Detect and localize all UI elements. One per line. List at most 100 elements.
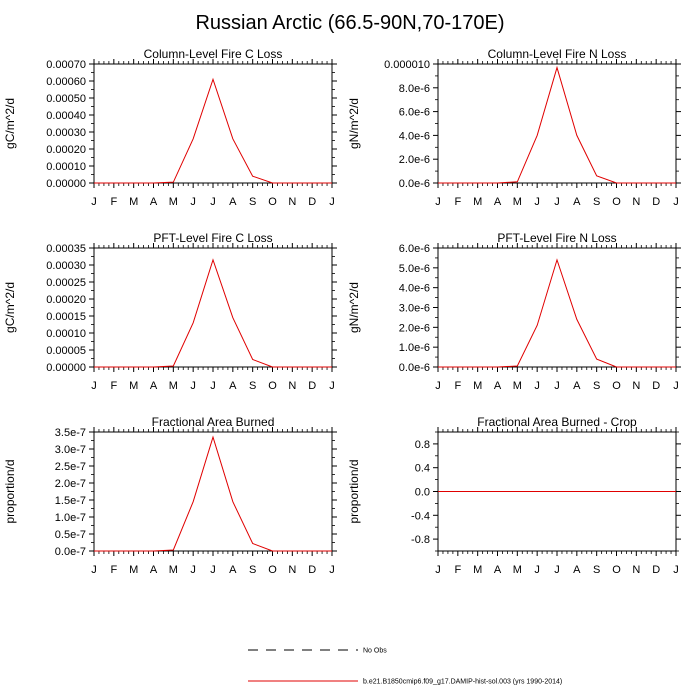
series-line — [438, 258, 676, 368]
x-tick-label: M — [473, 564, 482, 576]
y-tick-label: 1.5e-7 — [55, 495, 86, 507]
x-tick-label: A — [494, 380, 502, 392]
x-tick-label: F — [454, 564, 461, 576]
y-axis-label: gN/m^2/d — [347, 282, 361, 333]
x-tick-label: J — [91, 196, 97, 208]
x-tick-label: O — [268, 196, 277, 208]
series-line — [94, 258, 332, 368]
x-tick-label: J — [435, 564, 441, 576]
x-tick-label: S — [249, 380, 256, 392]
x-tick-label: J — [329, 380, 335, 392]
chart-title: Fractional Area Burned — [152, 415, 275, 429]
x-tick-label: S — [249, 564, 256, 576]
y-tick-label: 0.00025 — [46, 277, 86, 289]
y-tick-label: 3.0e-7 — [55, 444, 86, 456]
x-tick-label: J — [673, 380, 679, 392]
x-tick-label: J — [329, 196, 335, 208]
y-tick-label: 4.0e-6 — [399, 130, 430, 142]
y-tick-label: 0.00000 — [46, 362, 86, 374]
series-line — [94, 435, 332, 552]
x-tick-label: A — [494, 564, 502, 576]
x-tick-label: S — [249, 196, 256, 208]
x-tick-label: M — [473, 196, 482, 208]
chart-title: Fractional Area Burned - Crop — [477, 415, 637, 429]
x-tick-label: J — [329, 564, 335, 576]
y-tick-label: 6.0e-6 — [399, 107, 430, 119]
x-tick-label: J — [91, 380, 97, 392]
chart-title: PFT-Level Fire C Loss — [153, 231, 272, 245]
x-tick-label: M — [513, 196, 522, 208]
x-tick-label: N — [632, 196, 640, 208]
y-tick-label: 0.00015 — [46, 311, 86, 323]
y-tick-label: 1.0e-7 — [55, 512, 86, 524]
y-tick-label: 0.00060 — [46, 76, 86, 88]
x-tick-label: O — [268, 564, 277, 576]
y-tick-label: 0.8 — [415, 439, 430, 451]
y-tick-label: 2.5e-7 — [55, 461, 86, 473]
x-tick-label: J — [435, 380, 441, 392]
x-tick-label: F — [110, 196, 117, 208]
x-tick-label: M — [513, 380, 522, 392]
chart-title: Column-Level Fire C Loss — [144, 47, 283, 61]
x-tick-label: N — [288, 564, 296, 576]
x-tick-label: A — [573, 196, 581, 208]
x-tick-label: J — [673, 564, 679, 576]
x-tick-label: J — [673, 196, 679, 208]
x-tick-label: J — [534, 380, 540, 392]
y-tick-label: 2.0e-6 — [399, 322, 430, 334]
x-tick-label: A — [150, 196, 158, 208]
y-tick-label: 0.00070 — [46, 59, 86, 71]
page-title: Russian Arctic (66.5-90N,70-170E) — [195, 12, 505, 34]
y-tick-label: 0.0 — [415, 487, 430, 499]
y-axis-label: gC/m^2/d — [3, 98, 17, 149]
x-tick-label: A — [229, 196, 237, 208]
x-tick-label: J — [554, 564, 560, 576]
x-tick-label: M — [129, 380, 138, 392]
x-tick-label: A — [150, 564, 158, 576]
x-tick-label: N — [632, 564, 640, 576]
x-tick-label: J — [210, 380, 216, 392]
x-tick-label: M — [129, 196, 138, 208]
x-tick-label: A — [229, 564, 237, 576]
x-tick-label: O — [612, 564, 621, 576]
x-tick-label: N — [288, 196, 296, 208]
y-tick-label: 0.00030 — [46, 260, 86, 272]
y-tick-label: 8.0e-6 — [399, 83, 430, 95]
y-tick-label: 1.0e-6 — [399, 342, 430, 354]
x-tick-label: D — [652, 196, 660, 208]
x-tick-label: D — [308, 564, 316, 576]
x-tick-label: J — [534, 564, 540, 576]
y-tick-label: 4.0e-6 — [399, 283, 430, 295]
chart-title: PFT-Level Fire N Loss — [497, 231, 616, 245]
x-tick-label: M — [169, 196, 178, 208]
series-line — [438, 65, 676, 184]
x-tick-label: A — [494, 196, 502, 208]
x-tick-label: J — [554, 380, 560, 392]
y-tick-label: -0.8 — [411, 534, 430, 546]
y-axis-label: gC/m^2/d — [3, 282, 17, 333]
x-tick-label: A — [573, 564, 581, 576]
y-tick-label: 3.5e-7 — [55, 427, 86, 439]
y-tick-label: 0.00050 — [46, 93, 86, 105]
y-axis-label: proportion/d — [347, 459, 361, 523]
x-tick-label: A — [229, 380, 237, 392]
y-axis-label: proportion/d — [3, 459, 17, 523]
y-tick-label: 2.0e-7 — [55, 478, 86, 490]
x-tick-label: F — [454, 380, 461, 392]
y-tick-label: 0.00020 — [46, 144, 86, 156]
y-tick-label: 0.4 — [415, 463, 430, 475]
x-tick-label: J — [190, 380, 196, 392]
x-tick-label: J — [190, 564, 196, 576]
y-tick-label: -0.4 — [411, 510, 430, 522]
x-tick-label: J — [210, 196, 216, 208]
x-tick-label: S — [593, 380, 600, 392]
x-tick-label: O — [268, 380, 277, 392]
x-tick-label: O — [612, 196, 621, 208]
x-tick-label: S — [593, 564, 600, 576]
x-tick-label: M — [473, 380, 482, 392]
